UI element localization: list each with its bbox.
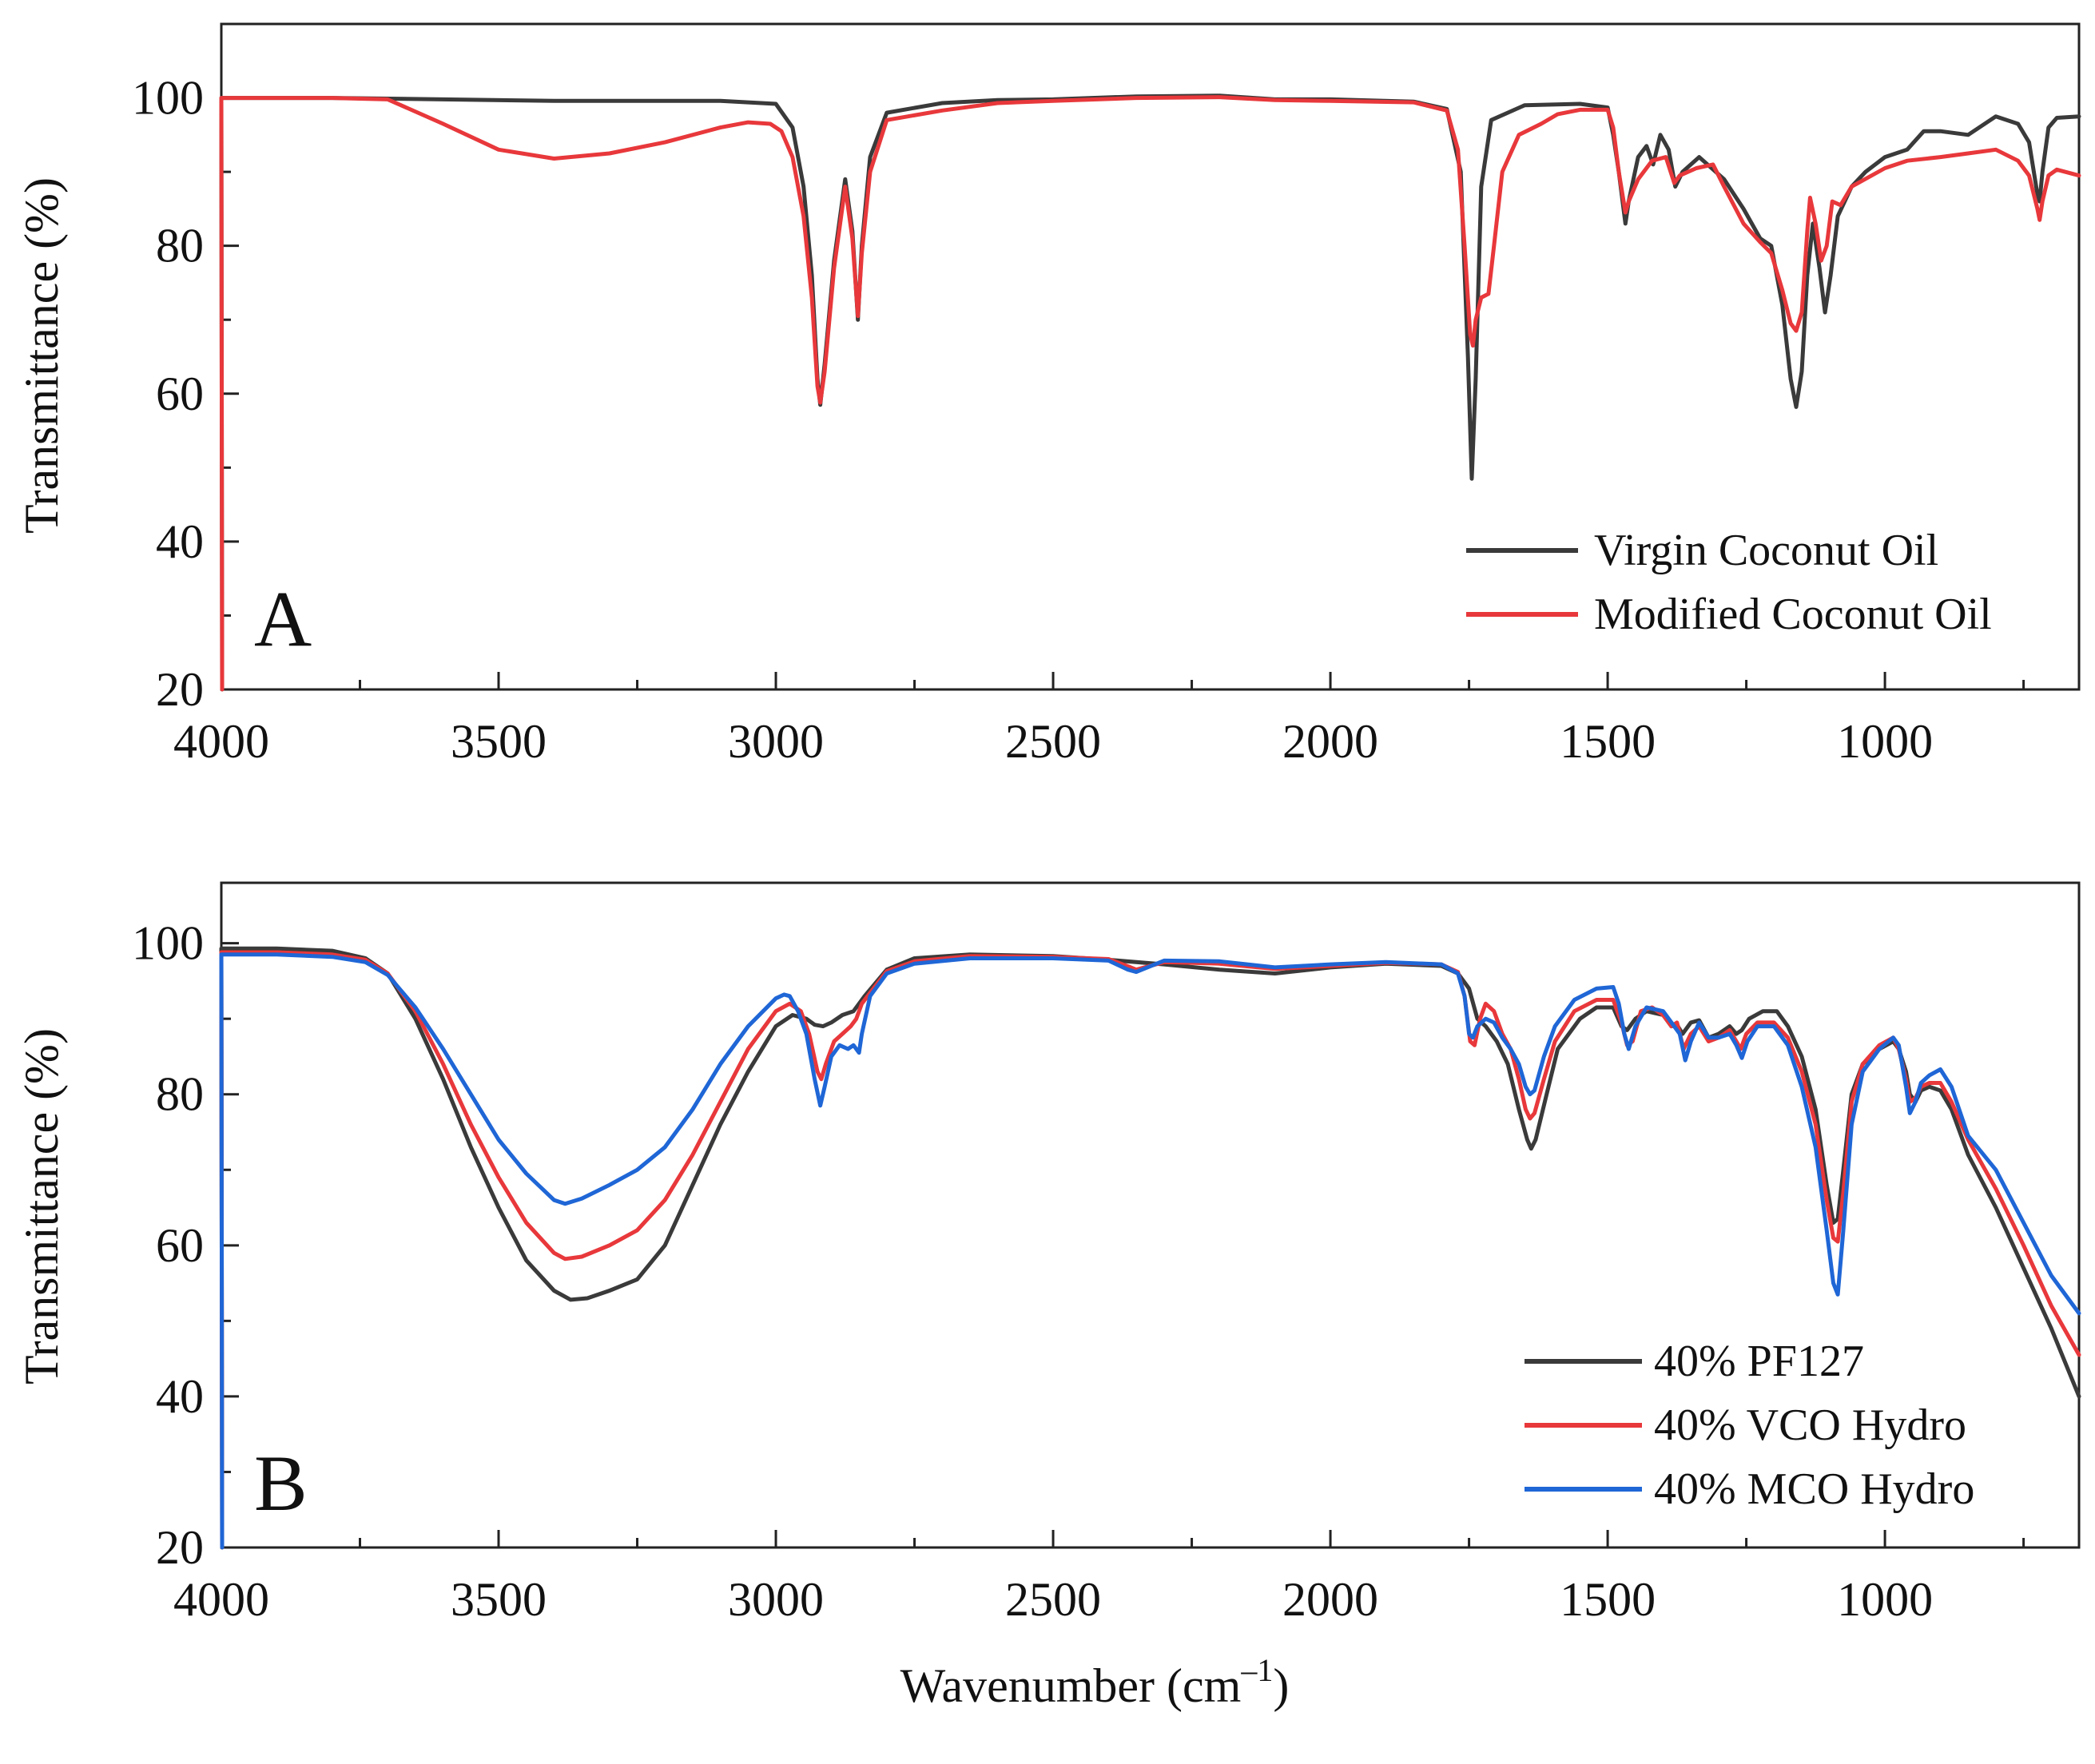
panel-b-legend-label-1: 40% VCO Hydro	[1654, 1400, 1966, 1450]
panel-b-y-tick-label-80: 80	[156, 1068, 204, 1121]
panel-a-letter: A	[254, 574, 312, 663]
panel-a-x-tick-label-3000: 3000	[728, 715, 824, 768]
panel-a-legend: Virgin Coconut Oil Modified Coconut Oil	[1466, 526, 1992, 639]
panel-b: 4000 3500 3000 2500 2000 1500 100020406080100 …	[15, 881, 2081, 1626]
panel-a-series-line-1	[219, 95, 2081, 692]
panel-b-y-tick-label-20: 20	[156, 1521, 204, 1574]
panel-a-x-tick-label-3500: 3500	[451, 715, 547, 768]
panel-a-x-tick-label-2000: 2000	[1282, 715, 1378, 768]
panel-b-legend: 40% PF127 40% VCO Hydro 40% MCO Hydro	[1525, 1337, 1974, 1514]
panel-b-x-tick-label-2500: 2500	[1005, 1573, 1101, 1626]
panel-a-y-tick-label-40: 40	[156, 515, 204, 568]
panel-b-letter: B	[254, 1439, 308, 1528]
panel-b-legend-label-2: 40% MCO Hydro	[1654, 1464, 1974, 1514]
panel-b-legend-label-0: 40% PF127	[1654, 1337, 1864, 1386]
panel-a: 4000 3500 3000 2500 2000 1500 100020406080100 …	[15, 22, 2081, 768]
panel-a-legend-label-0: Virgin Coconut Oil	[1594, 526, 1938, 575]
panel-b-x-tick-label-3500: 3500	[451, 1573, 547, 1626]
x-axis-label-main: Wavenumber (cm	[900, 1659, 1242, 1712]
x-axis-label: Wavenumber (cm–1)	[900, 1652, 1290, 1712]
x-axis-label-close: )	[1273, 1659, 1289, 1712]
panel-a-y-tick-label-20: 20	[156, 663, 204, 716]
panel-a-y-tick-label-80: 80	[156, 220, 204, 272]
panel-b-x-tick-label-4000: 4000	[173, 1573, 269, 1626]
panel-b-x-tick-label-1000: 1000	[1837, 1573, 1933, 1626]
panel-b-series-line-0	[219, 946, 2081, 1550]
panel-b-x-tick-label-2000: 2000	[1282, 1573, 1378, 1626]
panel-a-x-tick-label-1000: 1000	[1837, 715, 1933, 768]
panel-a-y-tick-label-100: 100	[132, 72, 204, 125]
x-axis-label-superscript: –1	[1240, 1652, 1273, 1688]
panel-a-x-tick-label-1500: 1500	[1560, 715, 1656, 768]
panel-b-series-line-2	[219, 952, 2081, 1550]
panel-a-x-tick-label-4000: 4000	[173, 715, 269, 768]
panel-a-series-lines	[219, 93, 2081, 692]
panel-a-y-axis-label: Transmittance (%)	[15, 177, 68, 534]
panel-a-legend-label-1: Modified Coconut Oil	[1594, 590, 1992, 639]
panel-b-x-tick-label-1500: 1500	[1560, 1573, 1656, 1626]
panel-a-tick-labels: 4000 3500 3000 2500 2000 1500 1000 20 40 60 80 100	[132, 72, 1933, 768]
panel-b-y-tick-label-100: 100	[132, 917, 204, 970]
panel-b-y-axis-label: Transmittance (%)	[15, 1028, 68, 1385]
panel-a-x-tick-label-2500: 2500	[1005, 715, 1101, 768]
panel-b-tick-labels: 4000 3500 3000 2500 2000 1500 1000 20 40 60 80 100	[132, 917, 1933, 1626]
panel-b-series-lines	[219, 946, 2081, 1550]
panel-b-y-tick-label-60: 60	[156, 1219, 204, 1272]
panel-b-ticks	[220, 942, 2025, 1549]
panel-a-y-tick-label-60: 60	[156, 368, 204, 420]
panel-b-x-tick-label-3000: 3000	[728, 1573, 824, 1626]
panel-b-y-tick-label-40: 40	[156, 1370, 204, 1423]
